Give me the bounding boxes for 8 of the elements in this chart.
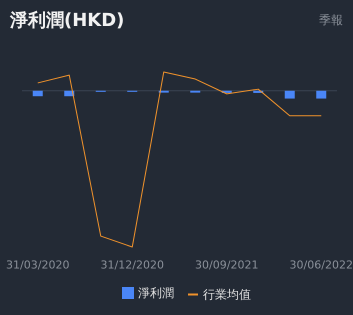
x-tick-label: 31/03/2020	[6, 258, 70, 272]
chart-subtitle: 季報	[319, 12, 343, 29]
chart-title: 淨利潤(HKD)	[10, 9, 124, 32]
legend-label: 淨利潤	[138, 286, 174, 300]
legend-label: 行業均值	[203, 288, 251, 302]
x-tick-label: 30/06/2022	[290, 258, 353, 272]
x-tick-label: 31/12/2020	[100, 258, 164, 272]
x-tick-label: 30/09/2021	[195, 258, 258, 272]
